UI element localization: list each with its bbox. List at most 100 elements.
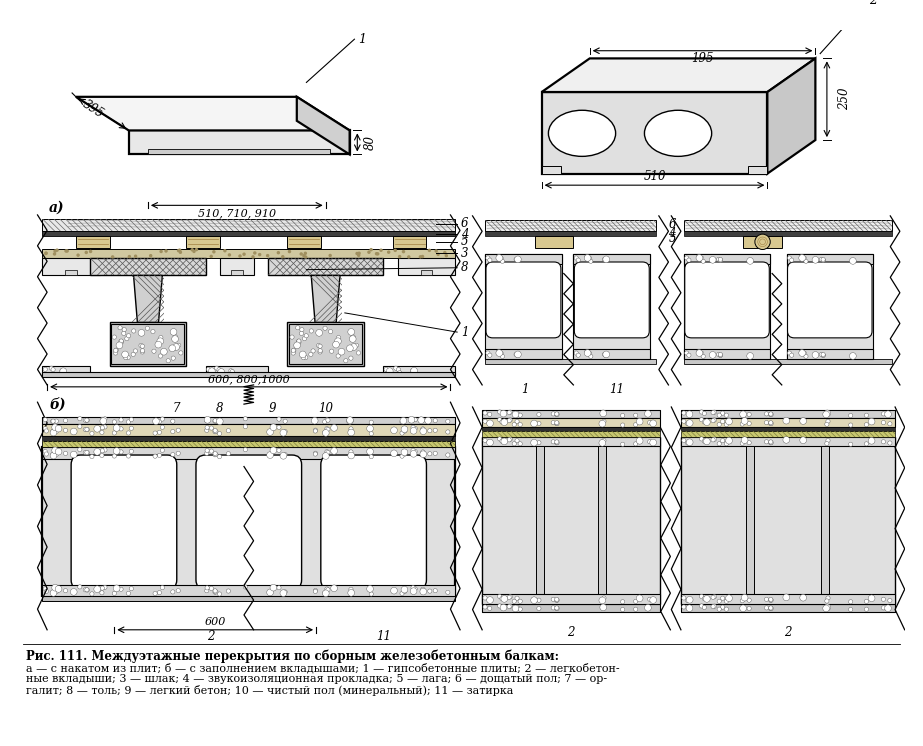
Circle shape <box>113 431 116 435</box>
Circle shape <box>356 351 361 355</box>
Circle shape <box>349 356 353 360</box>
Circle shape <box>102 585 107 589</box>
Circle shape <box>314 589 318 592</box>
Circle shape <box>741 595 748 601</box>
Circle shape <box>486 597 494 604</box>
Circle shape <box>330 349 334 354</box>
Circle shape <box>427 248 431 252</box>
Circle shape <box>119 418 123 422</box>
Bar <box>42 424 455 436</box>
Circle shape <box>700 351 704 355</box>
Circle shape <box>604 353 608 357</box>
Circle shape <box>555 598 559 602</box>
Text: 4: 4 <box>668 227 676 239</box>
Circle shape <box>379 248 383 252</box>
Circle shape <box>682 605 686 609</box>
Circle shape <box>299 351 306 358</box>
Circle shape <box>85 451 90 455</box>
Circle shape <box>636 595 643 601</box>
Circle shape <box>500 410 507 417</box>
Text: 600, 800,1000: 600, 800,1000 <box>208 374 290 384</box>
Circle shape <box>515 439 519 443</box>
Circle shape <box>747 441 751 445</box>
Circle shape <box>267 589 273 596</box>
Circle shape <box>400 420 404 424</box>
Bar <box>684 254 770 359</box>
Circle shape <box>499 351 503 355</box>
Circle shape <box>294 342 301 348</box>
Circle shape <box>347 417 354 424</box>
Circle shape <box>119 339 124 343</box>
Circle shape <box>277 417 282 421</box>
Circle shape <box>205 451 209 456</box>
Circle shape <box>277 251 280 254</box>
Circle shape <box>288 250 291 254</box>
Circle shape <box>390 450 398 457</box>
Circle shape <box>64 419 67 423</box>
Circle shape <box>355 251 359 255</box>
Circle shape <box>515 258 520 263</box>
Circle shape <box>54 452 58 457</box>
Circle shape <box>713 595 716 599</box>
Circle shape <box>518 599 522 604</box>
Bar <box>681 595 895 604</box>
Circle shape <box>296 339 301 343</box>
Bar <box>684 254 770 264</box>
Circle shape <box>497 410 502 414</box>
Circle shape <box>205 425 210 430</box>
Circle shape <box>821 257 825 262</box>
Circle shape <box>304 255 307 259</box>
Circle shape <box>500 259 505 263</box>
Circle shape <box>483 411 487 415</box>
Circle shape <box>574 256 579 260</box>
Circle shape <box>787 256 792 260</box>
Circle shape <box>755 234 770 249</box>
Circle shape <box>848 607 853 612</box>
Text: 2: 2 <box>207 630 214 643</box>
Circle shape <box>119 450 123 454</box>
Bar <box>746 446 754 595</box>
Circle shape <box>169 345 175 351</box>
Circle shape <box>113 420 116 424</box>
Circle shape <box>100 454 104 457</box>
Text: 1: 1 <box>358 33 366 46</box>
Circle shape <box>210 426 213 430</box>
Text: 9: 9 <box>269 402 277 416</box>
Circle shape <box>721 439 725 443</box>
Circle shape <box>230 370 234 374</box>
Circle shape <box>717 413 721 417</box>
Circle shape <box>216 418 223 424</box>
Circle shape <box>390 427 398 433</box>
Bar <box>206 366 268 375</box>
Circle shape <box>604 258 608 263</box>
Circle shape <box>537 606 541 610</box>
Circle shape <box>802 256 807 260</box>
Circle shape <box>214 430 218 433</box>
Circle shape <box>326 588 330 592</box>
Circle shape <box>769 441 773 445</box>
Text: 395: 395 <box>79 97 106 120</box>
Circle shape <box>881 606 885 610</box>
Circle shape <box>213 430 217 434</box>
Circle shape <box>821 354 825 357</box>
Circle shape <box>769 413 773 417</box>
Circle shape <box>332 341 340 348</box>
Circle shape <box>204 416 210 423</box>
Circle shape <box>138 343 143 348</box>
Circle shape <box>210 254 213 258</box>
Circle shape <box>214 590 218 594</box>
Circle shape <box>717 607 721 611</box>
Circle shape <box>769 598 773 602</box>
Circle shape <box>213 590 217 595</box>
Circle shape <box>587 351 592 355</box>
Circle shape <box>509 437 512 442</box>
Circle shape <box>604 258 608 263</box>
Circle shape <box>348 429 354 436</box>
Circle shape <box>769 598 773 601</box>
Circle shape <box>700 437 703 441</box>
Circle shape <box>584 254 589 259</box>
Circle shape <box>496 254 503 261</box>
Circle shape <box>387 251 390 254</box>
Circle shape <box>170 328 177 335</box>
Text: 2: 2 <box>869 0 877 7</box>
